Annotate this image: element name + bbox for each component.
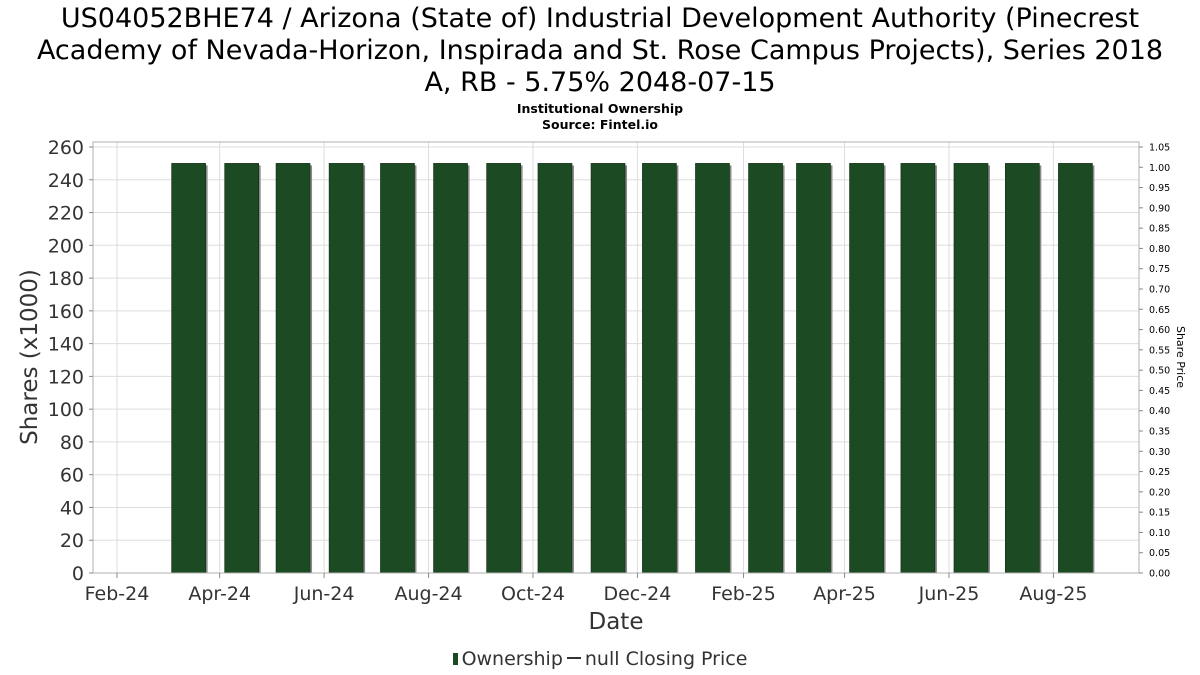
chart-title: US04052BHE74 / Arizona (State of) Indust… [0, 3, 1200, 99]
y2-axis-ticks: 0.00 0.05 0.10 0.15 0.20 0.25 0.30 0.35 0.40 0.45… [1139, 143, 1170, 580]
y-tick-label: 220 [48, 203, 84, 225]
x-tick-label: Aug-24 [394, 583, 462, 605]
y2-tick-label: 0.90 [1149, 203, 1170, 214]
y2-tick-label: 0.40 [1149, 406, 1170, 417]
y-tick-label: 200 [48, 235, 84, 257]
y-axis-ticks: 0 20 40 60 80 100 120 140 160 180 200 220 240 260 [48, 137, 93, 585]
y-tick-label: 240 [48, 170, 84, 192]
y2-tick-label: 0.50 [1149, 366, 1170, 377]
ownership-bar [796, 163, 831, 574]
plot-frame [92, 141, 1140, 574]
ownership-bar [849, 163, 884, 574]
ownership-bar [695, 163, 730, 574]
y2-tick-label: 1.05 [1149, 143, 1170, 154]
y2-tick-label: 0.85 [1149, 224, 1170, 235]
y-tick-label: 120 [48, 366, 84, 388]
x-tick-label: Feb-24 [85, 583, 150, 605]
y2-tick-label: 0.45 [1149, 386, 1170, 397]
y2-axis-label: Share Price [1174, 326, 1187, 388]
ownership-bar [748, 163, 783, 574]
y-axis-label: Shares (x1000) [17, 269, 43, 445]
y-tick-label: 20 [60, 530, 84, 552]
ownership-bar [224, 163, 259, 574]
y-tick-label: 160 [48, 301, 84, 323]
y-tick-label: 40 [60, 497, 84, 519]
chart-title-line-2: Academy of Nevada-Horizon, Inspirada and… [36, 35, 1164, 66]
ownership-bar [328, 163, 364, 574]
y2-tick-label: 1.00 [1149, 163, 1170, 174]
ownership-bar [171, 163, 206, 574]
x-tick-label: Apr-25 [813, 583, 876, 605]
y2-tick-label: 0.55 [1149, 345, 1170, 356]
x-tick-label: Jun-24 [293, 583, 355, 605]
y-tick-label: 60 [60, 465, 84, 487]
ownership-bar [953, 163, 989, 574]
ownership-bar [486, 163, 521, 574]
x-tick-label: Oct-24 [501, 583, 565, 605]
y2-tick-label: 0.00 [1149, 569, 1170, 580]
y2-tick-label: 0.60 [1149, 325, 1170, 336]
ownership-bar [537, 163, 573, 574]
y2-tick-label: 0.10 [1149, 528, 1170, 539]
y2-tick-label: 0.75 [1149, 264, 1170, 275]
ownership-bar [433, 163, 468, 574]
chart-subtitle-line-1: Institutional Ownership [516, 101, 684, 116]
ownership-bar [900, 163, 936, 574]
ownership-bar [1058, 163, 1093, 574]
x-tick-label: Jun-25 [918, 583, 980, 605]
chart-legend: Ownership null Closing Price [0, 648, 1200, 670]
y-tick-label: 100 [48, 399, 84, 421]
y2-tick-label: 0.70 [1149, 285, 1170, 296]
chart-subtitle-line-2: Source: Fintel.io [542, 117, 658, 132]
ownership-bar [1005, 163, 1040, 574]
y2-tick-label: 0.95 [1149, 183, 1170, 194]
chart-subtitle: Institutional Ownership Source: Fintel.i… [0, 101, 1200, 133]
y-tick-label: 0 [72, 563, 84, 585]
x-axis-label: Date [589, 609, 644, 635]
y2-tick-label: 0.25 [1149, 467, 1170, 478]
ownership-bar [590, 163, 626, 574]
y-tick-label: 180 [48, 268, 84, 290]
bars-group [171, 163, 1095, 574]
y2-tick-label: 0.35 [1149, 427, 1170, 438]
x-axis-ticks: Feb-24 Apr-24 Jun-24 Aug-24 Oct-24 Dec-24 Feb-… [85, 573, 1087, 605]
y-tick-label: 80 [60, 432, 84, 454]
y2-tick-label: 0.20 [1149, 487, 1170, 498]
price-legend-label: null Closing Price [584, 648, 748, 670]
y2-tick-label: 0.15 [1149, 508, 1170, 519]
x-tick-label: Aug-25 [1019, 583, 1087, 605]
ownership-legend-label: Ownership [461, 648, 563, 670]
x-tick-label: Dec-24 [603, 583, 671, 605]
y2-tick-label: 0.30 [1149, 447, 1170, 458]
y-tick-label: 260 [48, 137, 84, 159]
y2-tick-label: 0.05 [1149, 548, 1170, 559]
ownership-bar [642, 163, 677, 574]
ownership-bar [275, 163, 311, 574]
y-tick-label: 140 [48, 334, 84, 356]
x-tick-label: Feb-25 [711, 583, 776, 605]
chart-title-line-1: US04052BHE74 / Arizona (State of) Indust… [60, 3, 1140, 34]
chart-title-line-3: A, RB - 5.75% 2048-07-15 [424, 67, 776, 98]
x-tick-label: Apr-24 [188, 583, 251, 605]
y2-tick-label: 0.80 [1149, 244, 1170, 255]
ownership-bar [380, 163, 415, 574]
ownership-legend-swatch [452, 653, 458, 665]
y2-tick-label: 0.65 [1149, 305, 1170, 316]
price-legend-swatch [566, 657, 581, 659]
